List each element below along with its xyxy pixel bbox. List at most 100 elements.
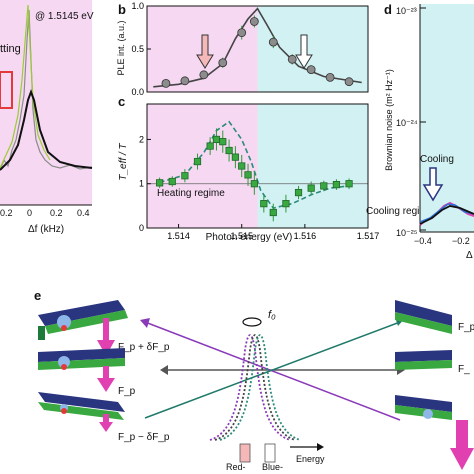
data-point xyxy=(199,70,209,80)
panel-b: b PLE int. (a.u.) 0.0 0.5 1.0 xyxy=(116,1,369,97)
panel-d-cooling-label: Cooling xyxy=(420,154,454,165)
energy-arrowhead-icon xyxy=(317,443,324,451)
panel-b-letter: b xyxy=(118,2,126,17)
data-point xyxy=(225,146,233,155)
panel-c-letter: c xyxy=(118,94,125,109)
data-point xyxy=(269,208,277,217)
quantum-dot-icon xyxy=(57,315,71,329)
data-point xyxy=(287,54,297,64)
data-point xyxy=(307,184,315,192)
panel-c: c T_eff / T 0 1 2 1.514 1.515 1.516 1.517 Hea… xyxy=(118,94,434,243)
energy-label: Energy xyxy=(296,454,325,464)
panel-c-xlabel: Photon energy (eV) xyxy=(206,232,293,243)
purple-arrowhead-icon xyxy=(140,318,150,328)
f0-label: f₀ xyxy=(268,309,276,321)
data-point xyxy=(332,180,341,189)
force-label-plus: F_p + δF_p xyxy=(118,342,170,353)
ytick-label: 0.5 xyxy=(131,44,144,54)
resonance-curve-blue xyxy=(219,334,301,441)
xtick-label: 1.516 xyxy=(294,231,317,241)
data-point xyxy=(249,17,259,26)
panel-a-xtick: 0 xyxy=(27,208,32,218)
force-arrow-icon xyxy=(97,318,115,356)
data-point xyxy=(237,28,247,38)
panel-c-ylabel: T_eff / T xyxy=(118,142,129,180)
force-arrow-icon xyxy=(450,420,474,470)
panel-a-xlabel: Δf (kHz) xyxy=(28,224,64,235)
panel-a-annotation: @ 1.5145 eV xyxy=(35,11,94,22)
data-point xyxy=(306,65,316,75)
data-point xyxy=(219,138,227,146)
xtick-label: 1.517 xyxy=(357,231,380,241)
data-point xyxy=(325,72,335,82)
blue-detuning-arrow-icon xyxy=(295,34,313,69)
panel-a-partial-label: tting xyxy=(0,43,21,55)
panel-d-xtick: −0.2 xyxy=(452,236,470,246)
series-fit xyxy=(153,7,362,88)
data-point xyxy=(250,180,258,188)
data-point xyxy=(206,142,214,150)
data-point xyxy=(218,58,228,68)
panel-a-xtick: 0.4 xyxy=(77,208,90,218)
red-detuning-label: Red- xyxy=(226,462,246,472)
ytick-label: 0.0 xyxy=(131,87,144,97)
force-label: F_p xyxy=(118,386,136,397)
panel-a-arrow-icon xyxy=(0,71,13,109)
ytick-label: 1.0 xyxy=(131,1,144,11)
xtick-label: 1.515 xyxy=(230,231,253,241)
panel-d-fit xyxy=(419,205,474,225)
ytick-label: 2 xyxy=(139,134,144,144)
panel-e: e F_p + δF_p F_p F_p − δF_p xyxy=(34,288,474,472)
data-point xyxy=(168,177,176,186)
panel-a: @ 1.5145 eV tting 0.2 0 0.2 0.4 Δf (kHz) xyxy=(0,0,94,235)
panel-d-ylabel: Brownian noise (m² Hz⁻¹) xyxy=(384,69,394,171)
data-point xyxy=(244,171,252,179)
data-point xyxy=(238,162,246,170)
panel-a-lorentzian-fit xyxy=(0,89,93,171)
panel-c-heating-label: Heating regime xyxy=(157,188,225,199)
cantilever-bent-down xyxy=(38,392,125,432)
right-force-label-1: F_p xyxy=(458,322,474,333)
force-arrow-icon xyxy=(99,414,113,432)
panel-b-ylabel: PLE int. (a.u.) xyxy=(116,20,126,75)
panel-c-frame xyxy=(146,103,369,229)
data-point xyxy=(231,153,239,161)
data-point xyxy=(345,180,353,188)
panel-c-cooling-region xyxy=(257,104,368,228)
data-point xyxy=(181,172,189,180)
data-point xyxy=(180,76,190,86)
panel-d: d 10⁻²³ 10⁻²⁴ 10⁻²⁵ Brownian noise (m² H… xyxy=(384,2,474,261)
right-force-label-2: F_ xyxy=(458,364,470,375)
data-point xyxy=(161,79,171,88)
data-point xyxy=(268,37,278,47)
cantilever-flat xyxy=(38,348,125,392)
left-arrowhead-icon xyxy=(160,365,168,375)
right-cantilevers xyxy=(395,300,474,470)
panel-d-letter: d xyxy=(384,2,392,17)
data-point xyxy=(282,200,290,208)
panel-a-background xyxy=(0,0,92,205)
blue-detuning-label: Blue- xyxy=(262,462,283,472)
red-detuning-arrow-icon xyxy=(239,443,251,463)
panel-d-ytick: 10⁻²³ xyxy=(396,6,417,16)
panel-d-ytick: 10⁻²⁴ xyxy=(396,118,418,128)
force-arrow-icon xyxy=(97,366,115,392)
panel-d-ytick: 10⁻²⁵ xyxy=(396,228,418,238)
panel-a-xtick: 0.2 xyxy=(0,208,13,218)
force-label-minus: F_p − δF_p xyxy=(118,432,170,443)
data-point xyxy=(260,200,268,208)
ytick-label: 1 xyxy=(139,179,144,189)
series-model xyxy=(159,120,350,210)
oscillation-loop-icon xyxy=(242,317,262,327)
blue-detuning-arrow-icon xyxy=(264,443,276,463)
data-point xyxy=(193,157,202,166)
data-point xyxy=(344,77,354,87)
cantilever-bent-up xyxy=(38,300,128,356)
panel-a-xtick: 0.2 xyxy=(50,208,63,218)
ytick-label: 0 xyxy=(139,223,144,233)
panel-d-xtick: −0.4 xyxy=(414,236,432,246)
quantum-dot-icon xyxy=(58,356,70,368)
panel-a-green-trace xyxy=(0,4,51,169)
panel-d-down-arrow-icon xyxy=(422,167,444,202)
